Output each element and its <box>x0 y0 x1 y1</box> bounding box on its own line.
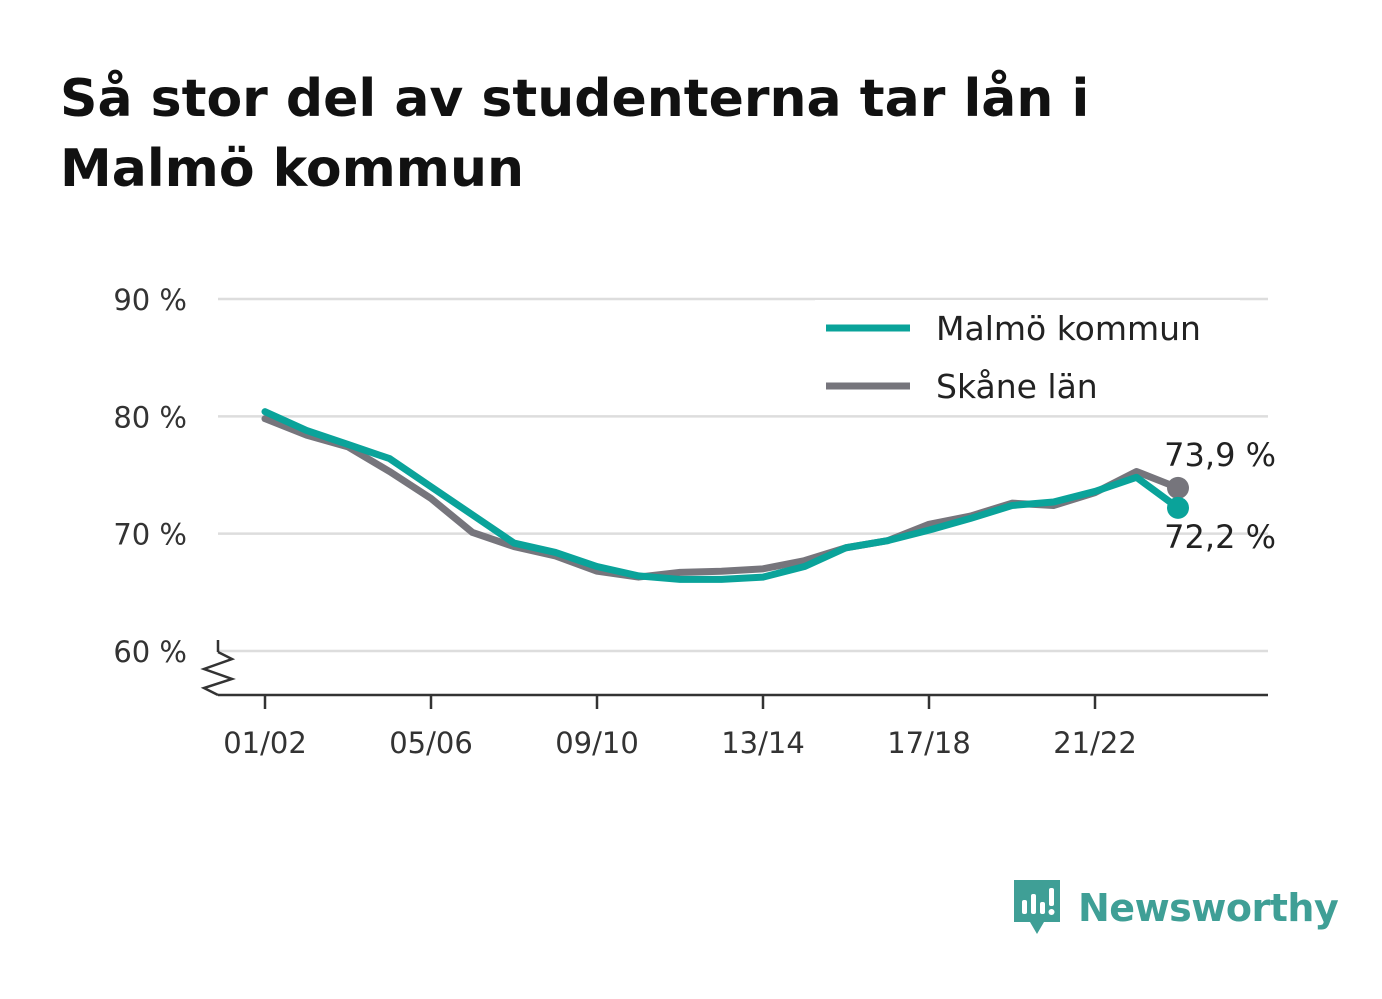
series-lines <box>261 408 1182 583</box>
y-tick-label: 70 % <box>113 518 187 552</box>
y-tick-label: 60 % <box>113 635 187 669</box>
end-point <box>1167 476 1189 499</box>
x-tick-label: 21/22 <box>1053 726 1137 760</box>
y-axis-labels: 60 % 70 % 80 % 90 % <box>113 283 187 669</box>
x-tick-label: 09/10 <box>555 726 639 760</box>
axes <box>200 640 1268 697</box>
legend-label: Malmö kommun <box>936 309 1201 348</box>
newsworthy-logo-icon <box>1014 880 1060 934</box>
gridlines <box>218 297 1268 653</box>
x-axis-labels: 01/02 05/06 09/10 13/14 17/18 21/22 <box>223 695 1137 760</box>
end-value-label: 73,9 % <box>1164 436 1276 474</box>
end-point <box>1167 496 1189 519</box>
x-tick-label: 13/14 <box>721 726 805 760</box>
x-tick-label: 17/18 <box>887 726 971 760</box>
end-labels: 72,2 % 73,9 % <box>1164 436 1276 556</box>
logo-text: Newsworthy <box>1078 886 1339 930</box>
legend-label: Skåne län <box>936 367 1098 406</box>
x-tick-label: 01/02 <box>223 726 307 760</box>
legend-background <box>815 300 1240 415</box>
y-tick-label: 80 % <box>113 400 187 434</box>
x-tick-label: 05/06 <box>389 726 473 760</box>
series-line <box>261 408 1182 583</box>
legend: Malmö kommun Skåne län <box>815 300 1240 415</box>
end-value-label: 72,2 % <box>1164 518 1276 556</box>
newsworthy-logo: Newsworthy <box>1010 878 1339 938</box>
chart-title: Så stor del av studenterna tar lån i Mal… <box>60 69 1090 199</box>
axis-break-icon <box>200 650 236 697</box>
y-tick-label: 90 % <box>113 283 187 317</box>
series-line <box>261 415 1182 581</box>
